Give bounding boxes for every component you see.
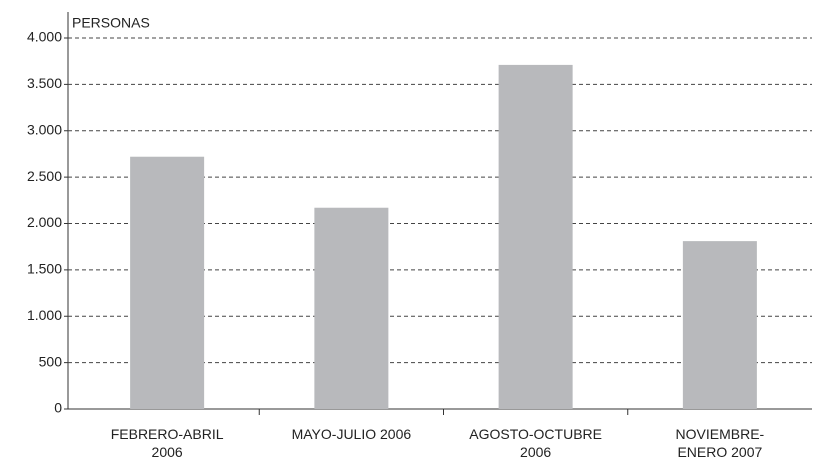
y-tick-label: 3.000 <box>27 121 62 137</box>
y-tick-label: 3.500 <box>27 75 62 91</box>
y-tick-label: 1.000 <box>27 307 62 323</box>
bar <box>130 156 205 409</box>
x-tick-label: NOVIEMBRE- ENERO 2007 <box>675 426 765 460</box>
x-tick-label: FEBRERO-ABRIL 2006 <box>110 426 224 460</box>
x-tick-label: AGOSTO-OCTUBRE 2006 <box>469 426 602 460</box>
y-tick-label: 0 <box>54 400 62 416</box>
bar <box>682 241 757 409</box>
y-tick-label: 4.000 <box>27 29 62 45</box>
y-tick-label: 500 <box>39 353 63 369</box>
y-tick-label: 2.000 <box>27 214 62 230</box>
y-axis-label: PERSONAS <box>72 15 150 31</box>
bar <box>498 64 573 410</box>
y-tick-label: 1.500 <box>27 261 62 277</box>
bar <box>314 207 389 409</box>
y-tick-label: 2.500 <box>27 168 62 184</box>
x-tick-label: MAYO-JULIO 2006 <box>291 426 412 442</box>
